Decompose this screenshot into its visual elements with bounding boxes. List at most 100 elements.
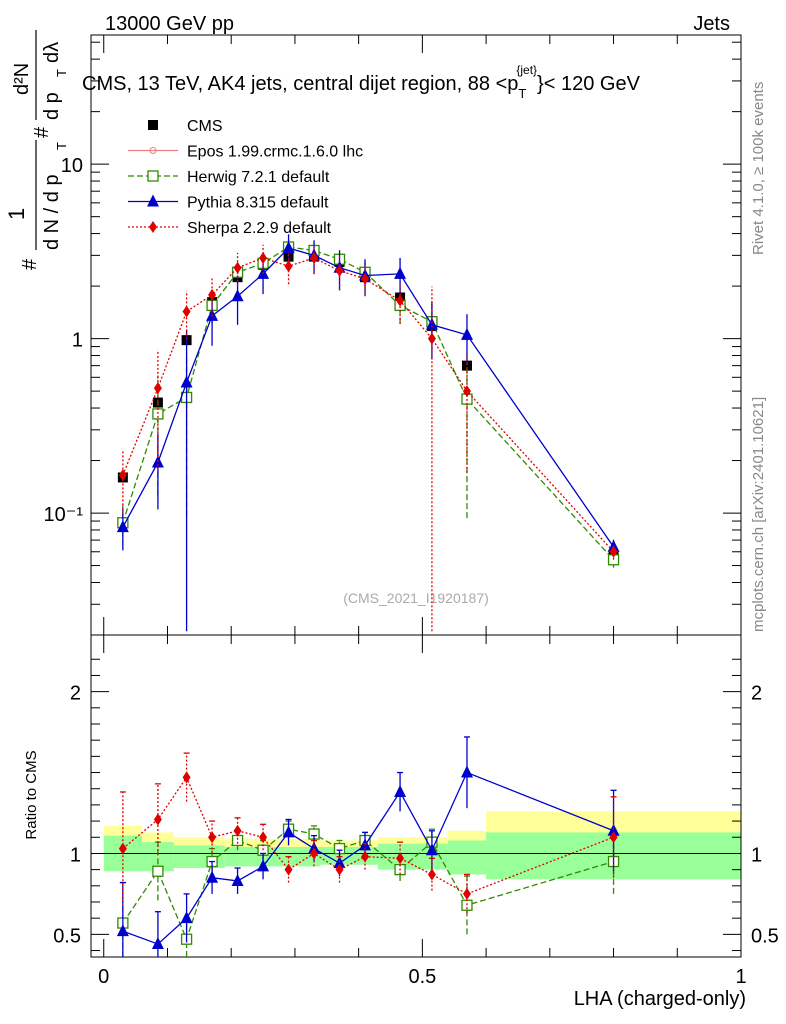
- ylabel-dlam: dλ: [41, 42, 63, 63]
- sherpa-ratio-point: [208, 831, 217, 844]
- herwig-ratio-point: [152, 865, 164, 877]
- pythia-point: [180, 375, 193, 388]
- ratio-y-tick-label: 2: [70, 683, 81, 705]
- rivet-label: Rivet 4.1.0, ≥ 100k events: [750, 82, 767, 255]
- ratio-axis-ticks: 0.5 0.51 12 20 0.5 1: [53, 635, 779, 988]
- sherpa-point: [259, 251, 268, 264]
- sherpa-ratio-point: [609, 831, 618, 844]
- pythia-ratio-point: [425, 843, 438, 856]
- sherpa-point: [310, 251, 319, 264]
- ylabel-dn: d N / d p: [41, 174, 63, 250]
- sherpa-point: [396, 294, 405, 307]
- legend-label: Sherpa 2.2.9 default: [187, 220, 332, 237]
- x-tick-label: 0.5: [408, 966, 436, 988]
- pythia-point: [231, 289, 244, 302]
- ratio-y-tick-label-right: 1: [751, 844, 762, 866]
- main-series: [116, 234, 620, 632]
- sherpa-point: [208, 288, 217, 301]
- sherpa-line: [122, 257, 615, 553]
- sherpa-point: [153, 382, 162, 395]
- pythia-point: [282, 241, 295, 254]
- main-axis-ticks: 10⁻¹ 1 10: [44, 35, 742, 636]
- cms-point: [461, 360, 472, 371]
- herwig-ratio-line: [122, 828, 614, 942]
- sherpa-point: [182, 305, 191, 318]
- main-y-tick-label: 10⁻¹: [44, 504, 84, 526]
- ratio-y-tick-label-right: 2: [751, 683, 762, 705]
- sherpa-ratio-point: [118, 842, 127, 855]
- sherpa-point: [233, 261, 242, 274]
- ylabel-t: T: [54, 142, 69, 150]
- watermark: (CMS_2021_I1920187): [343, 590, 489, 606]
- sherpa-point: [284, 260, 293, 273]
- x-tick-label: 0: [98, 966, 109, 988]
- legend-label: Herwig 7.2.1 default: [187, 169, 330, 186]
- sherpa-ratio-point: [310, 847, 319, 860]
- pythia-point: [425, 317, 438, 330]
- pythia-ratio-point: [206, 870, 219, 883]
- ratio-plot: 0.5 0.51 12 20 0.5 1 Ratio to CMS LHA (charge…: [23, 634, 779, 1010]
- sherpa-ratio-point: [233, 824, 242, 837]
- main-y-tick-label: 10: [61, 155, 83, 177]
- herwig-ratio-point: [231, 834, 244, 847]
- pythia-ratio-point: [607, 823, 620, 836]
- sherpa-ratio-point: [259, 831, 268, 844]
- pythia-ratio-point: [394, 784, 407, 797]
- legend-marker: [147, 194, 159, 207]
- sherpa-ratio-point: [427, 868, 436, 881]
- pythia-point: [116, 520, 129, 533]
- ylabel-d2n: d²N: [11, 63, 33, 95]
- ratio-series: [116, 736, 620, 957]
- pythia-line: [122, 247, 615, 548]
- mcplots-label: mcplots.cern.ch [arXiv:2401.10621]: [750, 397, 767, 632]
- sherpa-point: [609, 545, 618, 558]
- legend-marker: [149, 221, 157, 233]
- legend-marker: [148, 120, 158, 130]
- sherpa-point: [427, 332, 436, 345]
- pythia-ratio-point: [151, 937, 164, 950]
- pythia-point: [460, 327, 473, 340]
- ylabel-one: 1: [4, 208, 29, 220]
- pythia-ratio-line: [122, 771, 614, 945]
- legend-label: CMS: [187, 118, 223, 135]
- legend-label: Pythia 8.315 default: [187, 195, 329, 212]
- pythia-ratio-point: [180, 911, 193, 924]
- ratio-plot-frame: [90, 634, 742, 958]
- main-y-label: # 1 d N / d p T # d²N d p T dλ: [4, 30, 69, 270]
- header-left: 13000 GeV pp: [105, 13, 234, 35]
- legend-label: Epos 1.99.crmc.1.6.0 lhc: [187, 144, 363, 161]
- legend-marker: [147, 170, 159, 182]
- ratio-y-tick-label: 1: [70, 844, 81, 866]
- ylabel-num-b: #: [31, 126, 53, 138]
- pythia-ratio-point: [460, 765, 473, 778]
- header-right: Jets: [693, 13, 730, 35]
- plot-title: CMS, 13 TeV, AK4 jets, central dijet reg…: [82, 63, 641, 101]
- pythia-ratio-point: [282, 825, 295, 838]
- sherpa-ratio-point: [284, 863, 293, 876]
- ylabel-num-a: #: [19, 258, 41, 270]
- ratio-y-label: Ratio to CMS: [23, 750, 40, 839]
- ylabel-dpt: d p: [41, 92, 63, 120]
- sherpa-ratio-line: [122, 776, 614, 895]
- pythia-ratio-point: [231, 873, 244, 886]
- sherpa-ratio-point: [462, 887, 471, 900]
- legend: CMS Epos 1.99.crmc.1.6.0 lhc Herwig 7.2.1 …: [128, 118, 363, 237]
- x-axis-label: LHA (charged-only): [574, 988, 746, 1010]
- herwig-line: [122, 246, 615, 561]
- sherpa-point: [462, 385, 471, 398]
- ratio-band-green: [224, 846, 321, 867]
- sherpa-ratio-point: [396, 852, 405, 865]
- sherpa-ratio-point: [335, 863, 344, 876]
- main-y-tick-label: 1: [72, 330, 83, 352]
- sherpa-point: [335, 264, 344, 277]
- sherpa-ratio-point: [182, 771, 191, 784]
- sherpa-ratio-point: [153, 813, 162, 826]
- main-plot: CMS, 13 TeV, AK4 jets, central dijet reg…: [4, 30, 742, 636]
- sherpa-point: [361, 272, 370, 285]
- sherpa-ratio-point: [361, 850, 370, 863]
- ylabel-t2: T: [54, 69, 69, 77]
- pythia-point: [394, 266, 407, 279]
- sherpa-point: [118, 469, 127, 482]
- pythia-ratio-point: [257, 859, 270, 872]
